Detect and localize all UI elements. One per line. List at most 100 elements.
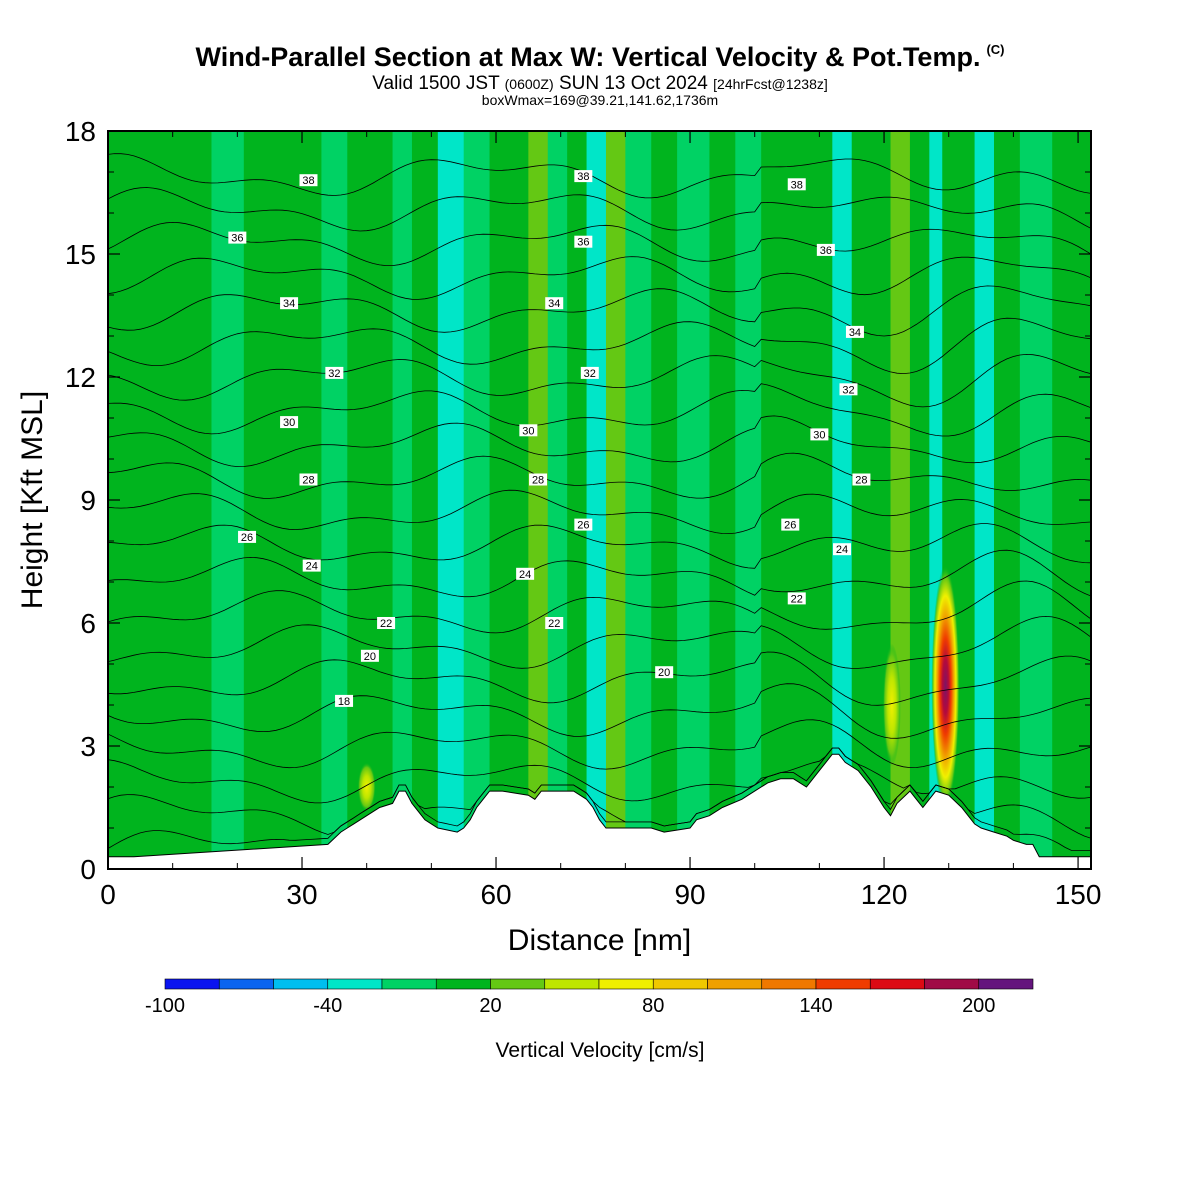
box-max-info: boxWmax=169@39.21,141.62,1736m — [481, 92, 719, 108]
x-tick-label: 60 — [480, 879, 511, 910]
contour-label: 30 — [813, 429, 825, 441]
contour-label-bg — [845, 325, 864, 338]
x-axis-label: Distance [nm] — [508, 924, 691, 957]
x-tick-label: 120 — [861, 879, 908, 910]
colorbar-swatch — [815, 978, 871, 990]
fill-band — [709, 131, 737, 869]
x-tick-label: 90 — [674, 879, 705, 910]
updraft-core — [882, 643, 901, 767]
fill-band — [787, 131, 814, 869]
fill-band — [508, 131, 530, 869]
fill-band — [974, 131, 995, 869]
fill-band — [909, 131, 931, 869]
colorbar-swatch — [869, 978, 925, 990]
fill-band — [321, 131, 349, 869]
theta-contour-line — [108, 187, 1091, 232]
colorbar-swatch — [164, 978, 220, 990]
y-tick-label: 18 — [65, 116, 96, 147]
contour-label: 34 — [849, 327, 861, 339]
contour-label-bg — [574, 518, 593, 531]
fill-band — [761, 131, 789, 869]
theta-contour-line — [108, 580, 1091, 634]
contour-label: 38 — [791, 179, 803, 191]
fill-band — [295, 131, 323, 869]
contour-label-bg — [655, 666, 674, 679]
fill-band — [411, 131, 439, 869]
colorbar-swatch — [490, 978, 546, 990]
velocity-fill-layer — [108, 131, 1091, 869]
theta-contour-line — [108, 747, 1091, 839]
fill-band — [993, 131, 1021, 869]
contour-label: 26 — [241, 532, 253, 544]
fill-band — [651, 131, 679, 869]
fill-band — [133, 131, 181, 869]
contour-label: 24 — [306, 561, 318, 573]
fill-band — [366, 131, 394, 869]
valid-prefix: Valid 1500 JST — [372, 73, 500, 94]
colorbar-tick-label: 140 — [799, 995, 832, 1017]
y-axis-label: Height [Kft MSL] — [16, 391, 49, 609]
colorbar-tick-label: 80 — [642, 995, 664, 1017]
forecast-info: [24hrFcst@1238z] — [713, 76, 828, 92]
contour-label-bg — [299, 174, 318, 187]
theta-contour-line — [108, 353, 1091, 408]
contour-label-bg — [787, 178, 806, 191]
colorbar-swatch — [218, 978, 274, 990]
contour-label: 38 — [302, 175, 314, 187]
colorbar-tick-label: 200 — [962, 995, 995, 1017]
contour-label-bg — [580, 366, 599, 379]
updraft-core — [357, 762, 376, 812]
contour-label: 32 — [328, 368, 340, 380]
x-tick-label: 0 — [100, 879, 116, 910]
theta-contour-line — [108, 615, 1091, 669]
contour-label: 26 — [784, 520, 796, 532]
contour-label: 34 — [548, 298, 560, 310]
contour-label-bg — [852, 473, 871, 486]
contour-label-bg — [299, 473, 318, 486]
theta-contour-line — [108, 256, 1091, 300]
colorbar-swatch — [598, 978, 654, 990]
contour-label-bg — [787, 592, 806, 605]
chart-title: Wind-Parallel Section at Max W: Vertical… — [0, 42, 1200, 73]
fill-band — [625, 131, 653, 869]
fill-band — [489, 131, 510, 869]
fill-band — [677, 131, 711, 869]
colorbar-swatch — [544, 978, 600, 990]
theta-contour-line — [108, 153, 1091, 199]
contour-label: 20 — [364, 651, 376, 663]
y-tick-label: 3 — [80, 731, 96, 762]
contour-label-bg — [280, 416, 299, 429]
x-tick-label: 150 — [1055, 879, 1102, 910]
contour-label-bg — [335, 694, 354, 707]
fill-band — [243, 131, 278, 869]
contour-label-bg — [781, 518, 800, 531]
y-tick-label: 6 — [80, 608, 96, 639]
terrain-mask — [107, 753, 1092, 870]
contour-label: 28 — [855, 475, 867, 487]
colorbar-label: Vertical Velocity [cm/s] — [496, 1039, 705, 1062]
contour-label-bg — [574, 235, 593, 248]
theta-contour-line — [108, 549, 1091, 598]
contour-label-bg — [545, 617, 564, 629]
chart-subtitle: Valid 1500 JST (0600Z) SUN 13 Oct 2024 [… — [0, 73, 1200, 95]
colorbar-swatch — [652, 978, 708, 990]
colorbar-swatch — [435, 978, 491, 990]
contour-label: 28 — [302, 475, 314, 487]
colorbar-swatch — [327, 978, 383, 990]
theta-contour-line — [108, 683, 1091, 739]
theta-contour-line — [108, 523, 1091, 569]
contour-label: 20 — [658, 667, 670, 679]
contour-label: 26 — [577, 520, 589, 532]
fill-band — [437, 131, 465, 869]
contour-label: 30 — [522, 425, 534, 437]
y-tick-label: 15 — [65, 239, 96, 270]
contour-label-bg — [833, 543, 852, 556]
y-tick-label: 9 — [80, 485, 96, 516]
contour-label: 22 — [548, 618, 560, 630]
fill-band — [605, 131, 627, 869]
fill-band — [211, 131, 245, 869]
colorbar-swatch — [978, 978, 1034, 990]
contour-label-bg — [545, 297, 564, 310]
contour-label-bg — [228, 231, 247, 244]
